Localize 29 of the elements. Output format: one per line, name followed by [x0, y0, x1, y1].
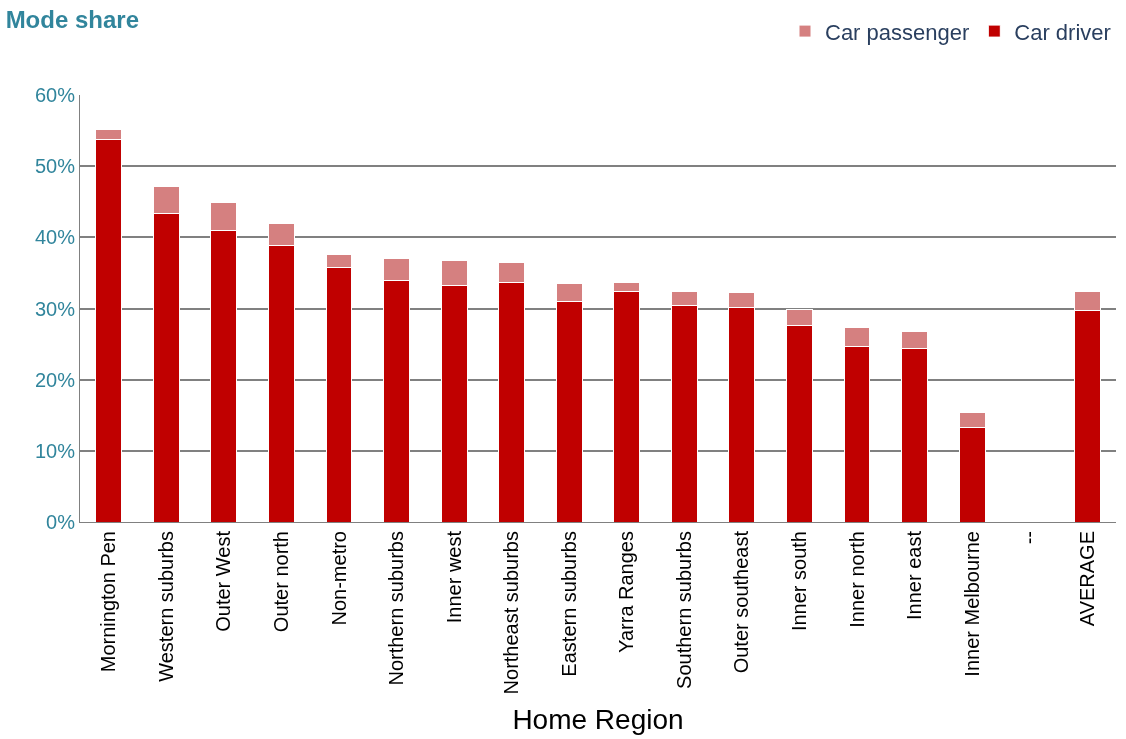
x-tick-label: Northern suburbs	[385, 531, 408, 686]
x-tick-label: Western suburbs	[154, 531, 177, 682]
x-tick-label: Outer West	[212, 530, 235, 632]
x-tick-label: Northeast suburbs	[500, 531, 523, 695]
y-tick-label: 40%	[34, 226, 76, 249]
y-tick-label: 60%	[34, 84, 76, 106]
x-tick-label: Inner north	[845, 531, 868, 628]
x-tick-label: Southern suburbs	[672, 531, 695, 689]
x-tick-label: Outer north	[269, 531, 292, 633]
y-tick-label: 50%	[34, 155, 76, 178]
x-tick-label: Yarra Ranges	[615, 531, 638, 653]
chart-title: Mode share	[5, 5, 140, 33]
x-tick-label: Inner west	[442, 530, 465, 624]
legend-label: Car driver	[1014, 19, 1111, 45]
x-tick-label: --	[1018, 531, 1041, 545]
legend-label: Car passenger	[825, 19, 970, 45]
y-tick-label: 30%	[34, 297, 76, 320]
y-tick-label: 10%	[34, 439, 76, 462]
x-tick-label: Mornington Pen	[97, 531, 120, 673]
x-tick-label: Inner south	[787, 531, 810, 632]
y-tick-label: 0%	[46, 511, 76, 533]
x-axis-title: Home Region	[512, 703, 684, 735]
x-tick-label: Inner east	[903, 530, 926, 620]
x-tick-label: Eastern suburbs	[557, 531, 580, 677]
y-tick-label: 20%	[34, 368, 76, 391]
x-tick-label: Inner Melbourne	[960, 531, 983, 677]
x-tick-label: AVERAGE	[1075, 531, 1098, 627]
x-tick-label: Non-metro	[327, 531, 350, 626]
x-tick-label: Outer southeast	[730, 530, 753, 674]
